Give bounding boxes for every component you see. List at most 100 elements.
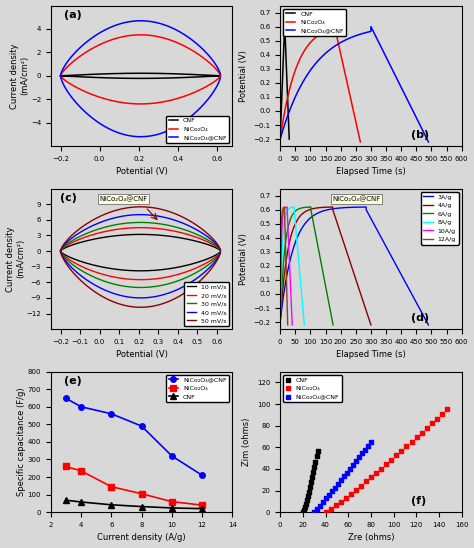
30 mV/s <box>58 248 64 254</box>
NiCo₂O₄ <box>91 44 96 51</box>
Line: NiCo₂O₄: NiCo₂O₄ <box>280 27 360 142</box>
CNF <box>286 127 292 133</box>
NiCo₂O₄@CNF <box>199 45 205 52</box>
NiCo₂O₄ <box>388 455 395 464</box>
30 mV/s <box>187 229 193 235</box>
NiCo₂O₄ <box>392 451 400 460</box>
NiCo₂O₄@CNF <box>310 508 318 517</box>
20 mV/s <box>122 276 128 282</box>
NiCo₂O₄ <box>323 28 328 35</box>
40 mV/s <box>58 248 64 254</box>
Line: 8A/g: 8A/g <box>280 207 304 325</box>
Line: NiCo₂O₄@CNF: NiCo₂O₄@CNF <box>61 21 220 136</box>
4A/g <box>317 204 322 211</box>
CNF <box>286 119 292 126</box>
CNF <box>58 72 64 79</box>
CNF <box>301 503 309 512</box>
Line: 3A/g: 3A/g <box>280 207 428 325</box>
NiCo₂O₄ <box>357 139 363 145</box>
NiCo₂O₄ <box>367 473 375 482</box>
NiCo₂O₄@CNF <box>313 505 321 513</box>
50 mV/s <box>122 302 128 309</box>
NiCo₂O₄@CNF <box>78 403 84 410</box>
NiCo₂O₄@CNF <box>325 490 333 499</box>
50 mV/s <box>58 248 64 254</box>
NiCo₂O₄ <box>58 72 64 79</box>
X-axis label: Elapsed Time (s): Elapsed Time (s) <box>336 167 406 176</box>
X-axis label: Potential (V): Potential (V) <box>116 167 167 176</box>
10A/g <box>277 319 283 326</box>
Line: CNF: CNF <box>280 24 289 139</box>
CNF <box>122 75 128 82</box>
CNF <box>303 496 311 505</box>
4A/g <box>368 322 374 328</box>
NiCo₂O₄@CNF <box>364 29 369 36</box>
NiCo₂O₄@CNF <box>91 33 96 40</box>
8A/g <box>301 317 307 323</box>
NiCo₂O₄@CNF <box>316 501 324 510</box>
NiCo₂O₄ <box>443 405 451 414</box>
NiCo₂O₄@CNF <box>63 395 69 402</box>
CNF <box>306 483 314 492</box>
Text: (f): (f) <box>411 496 426 506</box>
6A/g <box>289 213 294 220</box>
20 mV/s <box>199 236 205 243</box>
20 mV/s <box>128 276 134 283</box>
NiCo₂O₄ <box>403 442 410 451</box>
CNF <box>313 452 320 460</box>
Text: NiCo₂O₄@CNF: NiCo₂O₄@CNF <box>332 196 381 202</box>
CNF <box>199 72 205 78</box>
CNF <box>286 136 292 142</box>
50 mV/s <box>128 303 134 310</box>
10A/g <box>284 204 290 210</box>
Y-axis label: Zim (ohms): Zim (ohms) <box>242 418 251 466</box>
NiCo₂O₄ <box>122 100 128 106</box>
CNF <box>128 75 133 82</box>
50 mV/s <box>187 218 193 224</box>
6A/g <box>330 322 336 328</box>
NiCo₂O₄@CNF <box>368 24 374 30</box>
6A/g <box>329 317 335 323</box>
NiCo₂O₄@CNF <box>187 35 193 42</box>
30 mV/s <box>199 233 205 240</box>
30 mV/s <box>122 283 128 290</box>
10A/g <box>280 213 286 220</box>
CNF <box>282 20 288 27</box>
NiCo₂O₄@CNF <box>319 498 327 506</box>
NiCo₂O₄ <box>428 419 436 428</box>
CNF <box>314 446 321 455</box>
12A/g <box>281 204 287 210</box>
Line: NiCo₂O₄@CNF: NiCo₂O₄@CNF <box>280 27 428 142</box>
10 mV/s <box>199 239 205 246</box>
Y-axis label: Specific capacitance (F/g): Specific capacitance (F/g) <box>17 387 26 496</box>
CNF <box>91 71 96 78</box>
10A/g <box>282 205 288 212</box>
NiCo₂O₄ <box>418 429 426 437</box>
40 mV/s <box>187 223 193 230</box>
Line: CNF: CNF <box>61 73 221 78</box>
NiCo₂O₄ <box>277 136 283 142</box>
4A/g <box>366 317 372 323</box>
NiCo₂O₄@CNF <box>58 72 64 79</box>
20 mV/s <box>58 248 64 254</box>
6A/g <box>327 305 333 312</box>
NiCo₂O₄ <box>139 490 145 497</box>
NiCo₂O₄ <box>332 501 339 510</box>
NiCo₂O₄ <box>199 502 205 509</box>
CNF <box>137 70 143 77</box>
12A/g <box>284 305 290 312</box>
NiCo₂O₄ <box>383 460 390 469</box>
Line: 50 mV/s: 50 mV/s <box>61 207 220 307</box>
NiCo₂O₄@CNF <box>364 441 372 450</box>
NiCo₂O₄@CNF <box>349 461 357 470</box>
8A/g <box>286 205 292 212</box>
8A/g <box>300 305 306 312</box>
6A/g <box>300 204 306 211</box>
4A/g <box>311 205 317 212</box>
NiCo₂O₄ <box>398 447 405 455</box>
X-axis label: Elapsed Time (s): Elapsed Time (s) <box>336 350 406 359</box>
NiCo₂O₄@CNF <box>358 449 366 458</box>
Text: (d): (d) <box>411 313 429 323</box>
Line: NiCo₂O₄@CNF: NiCo₂O₄@CNF <box>63 396 205 478</box>
10A/g <box>290 322 295 328</box>
